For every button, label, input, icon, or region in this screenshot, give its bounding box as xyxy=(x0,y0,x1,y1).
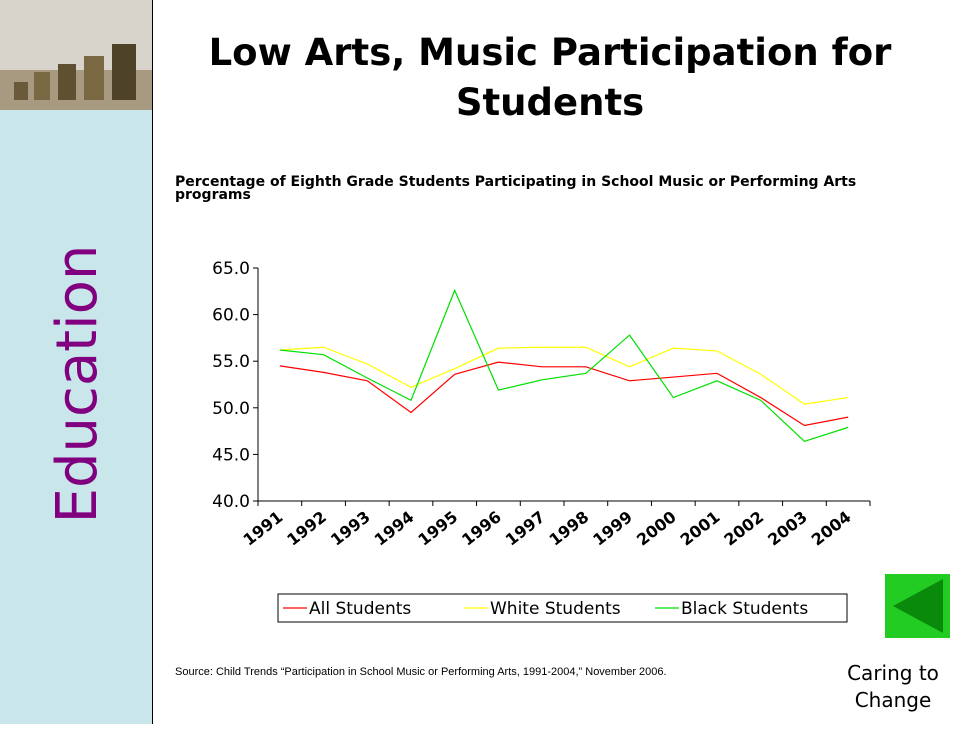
x-tick-label: 1995 xyxy=(414,507,461,549)
legend-label: White Students xyxy=(490,599,621,619)
series-line xyxy=(279,361,849,427)
chart-title: Percentage of Eighth Grade Students Part… xyxy=(175,174,857,203)
y-tick-label: 65.0 xyxy=(212,259,250,279)
sidebar-label: Education xyxy=(45,245,110,524)
y-tick-label: 60.0 xyxy=(212,306,250,326)
sidebar: Education xyxy=(0,0,153,724)
x-tick-label: 1999 xyxy=(589,507,636,549)
x-tick-label: 1997 xyxy=(502,507,549,549)
x-tick-label: 1998 xyxy=(546,507,593,549)
x-tick-label: 2004 xyxy=(808,507,855,549)
x-tick-label: 1992 xyxy=(283,507,330,549)
back-arrow[interactable] xyxy=(893,579,943,633)
x-tick-label: 2003 xyxy=(764,507,811,549)
y-tick-label: 55.0 xyxy=(212,352,250,372)
y-tick-label: 45.0 xyxy=(212,445,250,465)
x-tick-label: 1996 xyxy=(458,507,505,549)
legend-box xyxy=(277,593,848,623)
y-tick-label: 40.0 xyxy=(212,492,250,512)
x-tick-label: 2002 xyxy=(720,507,767,549)
series-line xyxy=(279,346,849,405)
series-line xyxy=(279,288,849,443)
x-tick-label: 2000 xyxy=(633,507,680,549)
x-tick-label: 1994 xyxy=(371,507,418,549)
y-tick-label: 50.0 xyxy=(212,399,250,419)
source-note: Source: Child Trends “Participation in S… xyxy=(175,666,667,678)
x-tick-label: 1993 xyxy=(327,507,374,549)
coins-image xyxy=(0,0,152,110)
sidebar-label-area: Education xyxy=(45,245,110,524)
x-tick-label: 2001 xyxy=(677,507,724,549)
footer-text: Caring to Change xyxy=(847,661,939,712)
x-tick-label: 1991 xyxy=(240,507,287,549)
slide-title: Low Arts, Music Participation for Studen… xyxy=(208,31,892,124)
legend-label: All Students xyxy=(309,599,411,619)
legend-label: Black Students xyxy=(681,599,808,619)
